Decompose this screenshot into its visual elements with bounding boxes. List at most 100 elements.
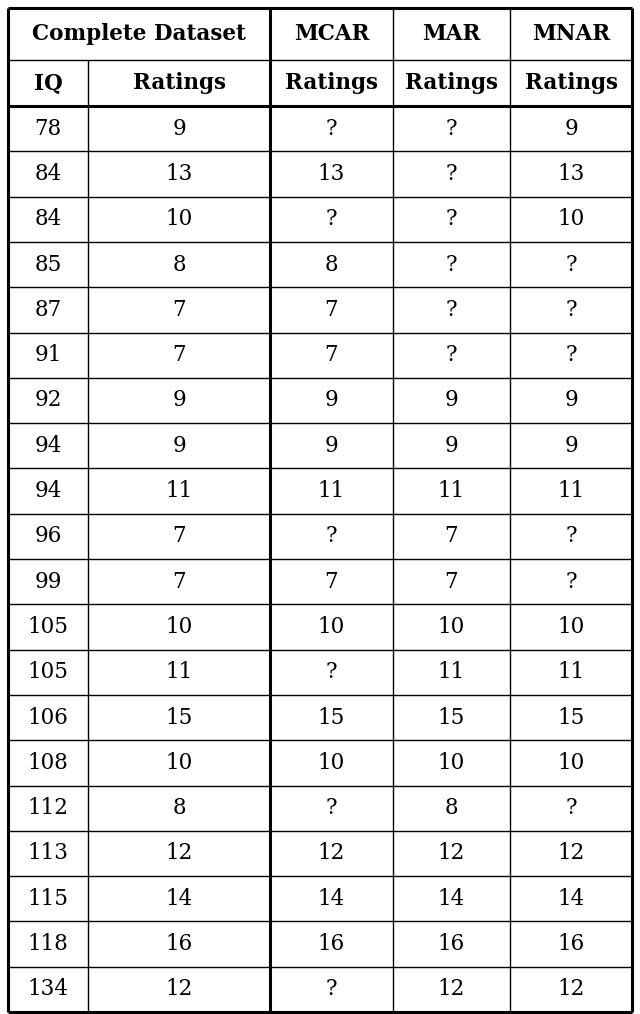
Text: 78: 78 — [35, 118, 61, 140]
Text: 10: 10 — [438, 751, 465, 774]
Text: 10: 10 — [318, 751, 345, 774]
Text: 96: 96 — [35, 525, 61, 548]
Text: 118: 118 — [28, 933, 68, 955]
Text: ?: ? — [565, 797, 577, 819]
Text: 9: 9 — [445, 389, 458, 412]
Text: 84: 84 — [35, 163, 61, 185]
Text: ?: ? — [565, 299, 577, 320]
Text: ?: ? — [445, 254, 457, 276]
Text: 85: 85 — [35, 254, 61, 276]
Text: 10: 10 — [318, 615, 345, 638]
Text: 106: 106 — [28, 707, 68, 728]
Text: ?: ? — [445, 299, 457, 320]
Text: 105: 105 — [28, 661, 68, 683]
Text: 87: 87 — [35, 299, 61, 320]
Text: 13: 13 — [165, 163, 193, 185]
Text: 10: 10 — [557, 208, 584, 230]
Text: 10: 10 — [165, 208, 193, 230]
Text: 10: 10 — [557, 615, 584, 638]
Text: 12: 12 — [557, 979, 585, 1001]
Text: ?: ? — [565, 254, 577, 276]
Text: ?: ? — [565, 525, 577, 548]
Text: 16: 16 — [557, 933, 584, 955]
Text: 9: 9 — [172, 389, 186, 412]
Text: 10: 10 — [438, 615, 465, 638]
Text: 9: 9 — [324, 435, 339, 456]
Text: 9: 9 — [564, 435, 578, 456]
Text: 112: 112 — [28, 797, 68, 819]
Text: Ratings: Ratings — [132, 72, 225, 94]
Text: 11: 11 — [165, 661, 193, 683]
Text: 12: 12 — [438, 843, 465, 865]
Text: 15: 15 — [438, 707, 465, 728]
Text: 11: 11 — [557, 661, 584, 683]
Text: ?: ? — [565, 571, 577, 592]
Text: 7: 7 — [324, 344, 339, 366]
Text: 99: 99 — [35, 571, 61, 592]
Text: 13: 13 — [557, 163, 585, 185]
Text: ?: ? — [445, 118, 457, 140]
Text: 10: 10 — [557, 751, 584, 774]
Text: 14: 14 — [165, 887, 193, 910]
Text: 94: 94 — [35, 435, 61, 456]
Text: MCAR: MCAR — [294, 23, 369, 45]
Text: 14: 14 — [557, 887, 584, 910]
Text: 108: 108 — [28, 751, 68, 774]
Text: 9: 9 — [564, 118, 578, 140]
Text: Ratings: Ratings — [405, 72, 498, 94]
Text: 7: 7 — [445, 525, 458, 548]
Text: ?: ? — [326, 118, 337, 140]
Text: 9: 9 — [172, 118, 186, 140]
Text: ?: ? — [445, 163, 457, 185]
Text: 8: 8 — [445, 797, 458, 819]
Text: 7: 7 — [324, 299, 339, 320]
Text: 9: 9 — [564, 389, 578, 412]
Text: Ratings: Ratings — [525, 72, 618, 94]
Text: MAR: MAR — [422, 23, 481, 45]
Text: 115: 115 — [28, 887, 68, 910]
Text: 11: 11 — [165, 480, 193, 502]
Text: 9: 9 — [445, 435, 458, 456]
Text: 12: 12 — [557, 843, 585, 865]
Text: 105: 105 — [28, 615, 68, 638]
Text: 9: 9 — [324, 389, 339, 412]
Text: 7: 7 — [324, 571, 339, 592]
Text: ?: ? — [326, 525, 337, 548]
Text: MNAR: MNAR — [532, 23, 610, 45]
Text: 8: 8 — [172, 797, 186, 819]
Text: 15: 15 — [318, 707, 345, 728]
Text: 10: 10 — [165, 615, 193, 638]
Text: ?: ? — [565, 344, 577, 366]
Text: 16: 16 — [318, 933, 345, 955]
Text: 14: 14 — [318, 887, 345, 910]
Text: 7: 7 — [172, 525, 186, 548]
Text: 12: 12 — [318, 843, 345, 865]
Text: 113: 113 — [28, 843, 68, 865]
Text: ?: ? — [326, 797, 337, 819]
Text: 16: 16 — [438, 933, 465, 955]
Text: ?: ? — [445, 344, 457, 366]
Text: ?: ? — [326, 661, 337, 683]
Text: 13: 13 — [318, 163, 345, 185]
Text: 11: 11 — [438, 480, 465, 502]
Text: 11: 11 — [318, 480, 345, 502]
Text: 92: 92 — [35, 389, 61, 412]
Text: 15: 15 — [165, 707, 193, 728]
Text: 12: 12 — [438, 979, 465, 1001]
Text: 134: 134 — [28, 979, 68, 1001]
Text: 7: 7 — [172, 344, 186, 366]
Text: Complete Dataset: Complete Dataset — [32, 23, 246, 45]
Text: 12: 12 — [165, 979, 193, 1001]
Text: 91: 91 — [35, 344, 61, 366]
Text: 12: 12 — [165, 843, 193, 865]
Text: ?: ? — [445, 208, 457, 230]
Text: 8: 8 — [172, 254, 186, 276]
Text: 84: 84 — [35, 208, 61, 230]
Text: 7: 7 — [172, 299, 186, 320]
Text: 14: 14 — [438, 887, 465, 910]
Text: 11: 11 — [557, 480, 584, 502]
Text: ?: ? — [326, 979, 337, 1001]
Text: 9: 9 — [172, 435, 186, 456]
Text: 94: 94 — [35, 480, 61, 502]
Text: 8: 8 — [324, 254, 339, 276]
